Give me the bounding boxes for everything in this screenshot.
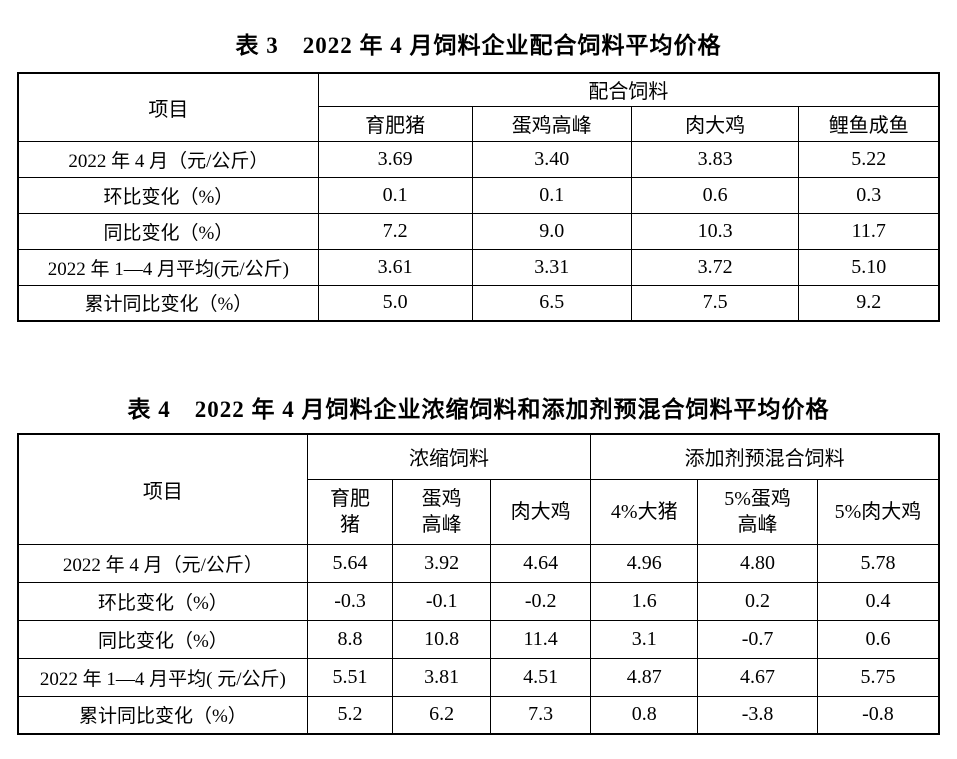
table3-compound-feed-prices: 项目 配合饲料 育肥猪 蛋鸡高峰 肉大鸡 鲤鱼成鱼 2022 年 4 月（元/公…: [17, 72, 940, 322]
table4-col-header: 育肥 猪: [306, 478, 394, 545]
table4-item-header: 项目: [17, 433, 308, 545]
table-cell: 3.31: [471, 248, 632, 286]
table-cell: 0.4: [816, 581, 940, 621]
table-row: 2022 年 4 月（元/公斤） 5.64 3.92 4.64 4.96 4.8…: [17, 543, 940, 583]
table-cell: 5.78: [816, 543, 940, 583]
table-cell: 3.1: [590, 619, 699, 659]
table-cell: 0.8: [590, 695, 699, 735]
table-cell: -0.3: [306, 581, 394, 621]
table3-item-header: 项目: [17, 72, 319, 142]
table3-column-header-row: 育肥猪 蛋鸡高峰 肉大鸡 鲤鱼成鱼: [18, 105, 940, 142]
table3-group-header: 配合饲料: [317, 72, 940, 107]
table4-group-header-row: 项目 浓缩饲料 添加剂预混合饲料: [17, 433, 940, 545]
table-cell: 3.72: [630, 248, 800, 286]
table-cell: 6.5: [471, 284, 632, 322]
table4-col-header: 4%大猪: [590, 478, 699, 545]
table-cell: -0.8: [816, 695, 940, 735]
table-cell: 9.0: [471, 212, 632, 250]
table-cell: -3.8: [697, 695, 818, 735]
table-row: 累计同比变化（%） 5.0 6.5 7.5 9.2: [17, 284, 940, 322]
table-row: 同比变化（%） 7.2 9.0 10.3 11.7: [17, 212, 940, 250]
table-cell: 4.51: [489, 657, 592, 697]
table-cell: 9.2: [798, 284, 940, 322]
table-cell: -0.7: [697, 619, 818, 659]
table-cell: 5.22: [798, 140, 940, 178]
table-cell: 5.64: [306, 543, 394, 583]
table3-group-header-row: 项目 配合饲料: [17, 72, 940, 142]
row-label: 同比变化（%）: [17, 212, 319, 250]
table-cell: 5.0: [317, 284, 473, 322]
table-row: 2022 年 4 月（元/公斤） 3.69 3.40 3.83 5.22: [17, 140, 940, 178]
table-cell: 5.2: [306, 695, 394, 735]
table4-concentrate-premix-feed-prices: 项目 浓缩饲料 添加剂预混合饲料 育肥 猪 蛋鸡 高峰 肉大鸡 4%大猪 5%蛋…: [17, 433, 940, 735]
table-cell: 10.8: [392, 619, 491, 659]
table3-title: 表 3 2022 年 4 月饲料企业配合饲料平均价格: [235, 33, 722, 58]
table4-col-header: 5%蛋鸡 高峰: [697, 478, 818, 545]
table-cell: 3.81: [392, 657, 491, 697]
table4-column-header-row: 育肥 猪 蛋鸡 高峰 肉大鸡 4%大猪 5%蛋鸡 高峰 5%肉大鸡: [18, 478, 940, 545]
row-label: 累计同比变化（%）: [17, 284, 319, 322]
table-cell: 3.92: [392, 543, 491, 583]
table-cell: 0.6: [630, 176, 800, 214]
table-cell: 5.51: [306, 657, 394, 697]
table-cell: 6.2: [392, 695, 491, 735]
table-cell: 3.61: [317, 248, 473, 286]
table3-col-header: 育肥猪: [317, 105, 473, 142]
table-row: 累计同比变化（%） 5.2 6.2 7.3 0.8 -3.8 -0.8: [17, 695, 940, 735]
table-cell: 0.1: [471, 176, 632, 214]
table-cell: 4.67: [697, 657, 818, 697]
table4-col-header: 肉大鸡: [489, 478, 592, 545]
row-label: 2022 年 4 月（元/公斤）: [17, 543, 308, 583]
table-cell: 7.2: [317, 212, 473, 250]
row-label: 同比变化（%）: [17, 619, 308, 659]
table-cell: 4.64: [489, 543, 592, 583]
table-cell: 10.3: [630, 212, 800, 250]
row-label: 2022 年 1—4 月平均(元/公斤): [17, 248, 319, 286]
row-label: 环比变化（%）: [17, 176, 319, 214]
table-cell: 0.3: [798, 176, 940, 214]
table-cell: 5.75: [816, 657, 940, 697]
table-cell: -0.2: [489, 581, 592, 621]
table-row: 2022 年 1—4 月平均( 元/公斤) 5.51 3.81 4.51 4.8…: [17, 657, 940, 697]
table4-title: 表 4 2022 年 4 月饲料企业浓缩饲料和添加剂预混合饲料平均价格: [127, 397, 830, 422]
table3-col-header: 肉大鸡: [630, 105, 800, 142]
table-cell: -0.1: [392, 581, 491, 621]
table-cell: 1.6: [590, 581, 699, 621]
table-row: 同比变化（%） 8.8 10.8 11.4 3.1 -0.7 0.6: [17, 619, 940, 659]
table-cell: 8.8: [306, 619, 394, 659]
table-cell: 0.1: [317, 176, 473, 214]
table-cell: 11.4: [489, 619, 592, 659]
row-label: 2022 年 1—4 月平均( 元/公斤): [17, 657, 308, 697]
row-label: 累计同比变化（%）: [17, 695, 308, 735]
table-cell: 7.3: [489, 695, 592, 735]
table-cell: 3.40: [471, 140, 632, 178]
table-cell: 0.2: [697, 581, 818, 621]
table4-group-header-premix: 添加剂预混合饲料: [590, 433, 940, 480]
table4-group-header-concentrate: 浓缩饲料: [306, 433, 592, 480]
table-cell: 7.5: [630, 284, 800, 322]
table-cell: 4.87: [590, 657, 699, 697]
table-cell: 3.69: [317, 140, 473, 178]
table4-col-header: 蛋鸡 高峰: [392, 478, 491, 545]
table4-col-header: 5%肉大鸡: [816, 478, 940, 545]
row-label: 环比变化（%）: [17, 581, 308, 621]
row-label: 2022 年 4 月（元/公斤）: [17, 140, 319, 178]
table-row: 环比变化（%） -0.3 -0.1 -0.2 1.6 0.2 0.4: [17, 581, 940, 621]
table-cell: 0.6: [816, 619, 940, 659]
table-cell: 5.10: [798, 248, 940, 286]
table3-col-header: 蛋鸡高峰: [471, 105, 632, 142]
table-row: 2022 年 1—4 月平均(元/公斤) 3.61 3.31 3.72 5.10: [17, 248, 940, 286]
table-row: 环比变化（%） 0.1 0.1 0.6 0.3: [17, 176, 940, 214]
table-cell: 4.96: [590, 543, 699, 583]
table-cell: 4.80: [697, 543, 818, 583]
table-cell: 3.83: [630, 140, 800, 178]
table3-col-header: 鲤鱼成鱼: [798, 105, 940, 142]
table-cell: 11.7: [798, 212, 940, 250]
